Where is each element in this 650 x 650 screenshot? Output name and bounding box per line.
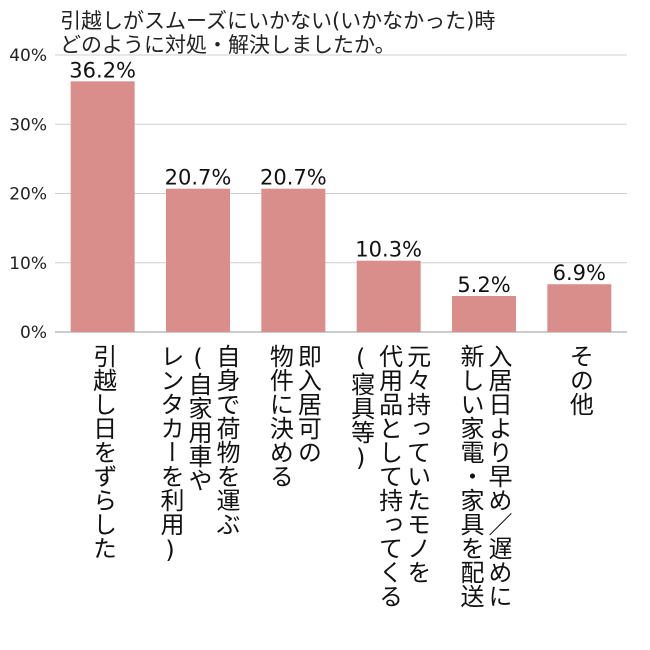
bar	[356, 260, 421, 332]
category-label: 新しい家電・家具を配送	[456, 344, 484, 608]
category-label: 自身で荷物を運ぶ	[212, 344, 240, 536]
y-axis-ticks: 0% 10% 20% 30% 40%	[9, 46, 47, 343]
data-label: 6.9%	[553, 261, 606, 285]
category-label: 即入居可の	[293, 344, 321, 464]
category-label: 元々持っていたモノを	[403, 344, 431, 584]
chart-title: 引越しがスムーズにいかない(いかなかった)時 どのように対処・解決しましたか。	[60, 9, 495, 57]
gridlines	[55, 54, 627, 333]
category-label: 入居日より早め／遅めに	[484, 344, 512, 608]
y-tick-label: 30%	[9, 115, 47, 135]
data-label: 5.2%	[457, 273, 510, 297]
category-label: (自家用車や	[184, 344, 212, 492]
category-label: 代用品として持ってくる	[375, 344, 403, 608]
bar	[547, 284, 612, 332]
category-label: 引越し日をずらした	[89, 344, 117, 560]
y-tick-label: 0%	[20, 323, 47, 343]
bar	[261, 188, 326, 332]
category-label: その他	[565, 344, 593, 416]
bars	[70, 81, 612, 332]
data-label: 20.7%	[260, 166, 327, 190]
y-tick-label: 40%	[9, 46, 47, 66]
bar	[70, 81, 135, 332]
value-labels: 36.2% 20.7% 20.7% 10.3% 5.2% 6.9%	[69, 58, 606, 297]
data-label: 20.7%	[165, 166, 232, 190]
chart-title-line-2: どのように対処・解決しましたか。	[60, 33, 396, 57]
data-label: 36.2%	[69, 58, 136, 82]
category-label: (寝具等)	[347, 344, 375, 472]
chart-title-line-1: 引越しがスムーズにいかない(いかなかった)時	[60, 9, 495, 33]
bar	[452, 295, 516, 332]
y-tick-label: 20%	[9, 185, 47, 205]
y-tick-label: 10%	[9, 254, 47, 274]
data-label: 10.3%	[355, 238, 422, 262]
category-label: レンタカーを利用)	[156, 344, 184, 564]
bar	[166, 188, 230, 332]
category-label: 物件に決める	[265, 344, 293, 488]
